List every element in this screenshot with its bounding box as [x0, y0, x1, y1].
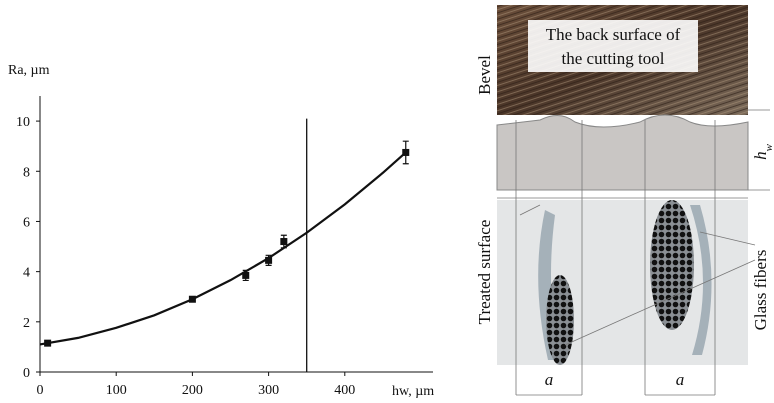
fibers-label: Glass fibers: [751, 250, 770, 331]
micrograph: [496, 5, 770, 396]
y-tick-label: 8: [23, 165, 30, 180]
x-tick-label: 0: [37, 383, 44, 398]
caption: The back surface of: [546, 25, 681, 44]
treated-label: Treated surface: [475, 220, 494, 325]
hw-base: h: [751, 151, 770, 160]
fit-curve: [39, 151, 407, 346]
data-point: [265, 256, 273, 264]
data-point: [242, 271, 250, 279]
caption: the cutting tool: [562, 49, 665, 68]
data-point: [44, 339, 52, 347]
x-tick-label: 400: [334, 383, 355, 398]
x-tick-label: 200: [182, 383, 203, 398]
y-axis-label: Ra, µm: [8, 63, 50, 78]
bevel-label: Bevel: [475, 55, 494, 95]
y-tick-label: 0: [23, 366, 30, 381]
hw-sub: w: [763, 143, 774, 151]
width-label: a: [545, 370, 554, 389]
x-tick-label: 100: [106, 383, 127, 398]
y-tick-label: 2: [23, 316, 30, 331]
width-label: a: [676, 370, 685, 389]
x-tick-label: 300: [258, 383, 279, 398]
data-point: [402, 148, 410, 156]
y-tick-label: 4: [23, 266, 30, 281]
x-axis-label: hw, µm: [392, 384, 434, 399]
y-tick-label: 6: [23, 215, 30, 230]
data-point: [280, 238, 288, 246]
hw-label: hw: [751, 143, 774, 160]
data-point: [188, 295, 196, 303]
y-tick-label: 10: [16, 115, 30, 130]
